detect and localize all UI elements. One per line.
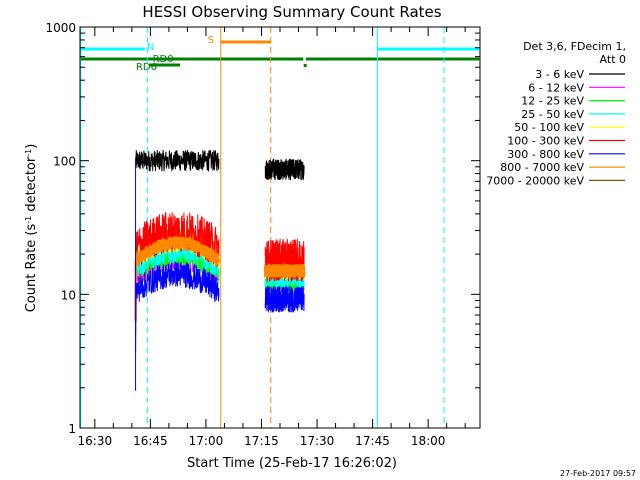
flag-bar	[303, 64, 307, 67]
legend-entry-label: 300 - 800 keV	[507, 148, 584, 161]
legend-entry-label: 100 - 300 keV	[507, 135, 584, 148]
x-tick-label: 17:30	[300, 434, 335, 448]
axes: 16:30 16:45 17:00 17:15 17:30 17:45 18:00 1 10 10…	[45, 21, 481, 448]
plot-frame	[79, 26, 481, 429]
series-line	[264, 158, 305, 181]
legend-entry-label: 7000 - 20000 keV	[486, 174, 584, 187]
legend-entry-label: 25 - 50 keV	[521, 108, 584, 121]
legend-entry-label: 12 - 25 keV	[521, 95, 584, 108]
y-tick-label: 100	[53, 155, 76, 169]
legend-entry-label: 6 - 12 keV	[528, 81, 584, 94]
legend-header-line2: Att 0	[600, 53, 626, 66]
series-line	[135, 261, 220, 353]
legend-entry-label: 3 - 6 keV	[535, 68, 584, 81]
legend-entry-label: 50 - 100 keV	[514, 121, 584, 134]
x-tick-label: 17:45	[355, 434, 390, 448]
x-tick-label: 17:15	[244, 434, 279, 448]
chart-title: HESSI Observing Summary Count Rates	[142, 3, 441, 21]
legend-entry-label: 800 - 7000 keV	[500, 161, 584, 174]
footer-date: 27-Feb-2017 09:57	[560, 469, 636, 478]
series-layer	[134, 149, 306, 391]
x-tick-label: 16:45	[133, 434, 168, 448]
series-line	[263, 262, 306, 279]
x-tick-label: 16:30	[78, 434, 113, 448]
legend-header-line1: Det 3,6, FDecim 1,	[523, 40, 626, 53]
flag-label: RD0	[153, 54, 174, 65]
y-tick-label: 1000	[45, 21, 76, 35]
x-tick-label: 17:00	[189, 434, 224, 448]
y-axis-label: Count Rate (s-1 detector-1)	[24, 144, 40, 313]
flag-label: S	[208, 35, 214, 46]
y-tick-label: 10	[61, 288, 76, 302]
series-line	[135, 149, 220, 172]
y-tick-label: 1	[68, 422, 76, 436]
series-line	[134, 235, 221, 322]
x-axis-label: Start Time (25-Feb-17 16:26:02)	[187, 456, 397, 471]
flag-label: N	[147, 42, 154, 53]
flag-label: RD6	[136, 62, 157, 73]
x-tick-label: 18:00	[411, 434, 446, 448]
vertical-markers	[80, 27, 445, 428]
series-line	[264, 285, 305, 313]
